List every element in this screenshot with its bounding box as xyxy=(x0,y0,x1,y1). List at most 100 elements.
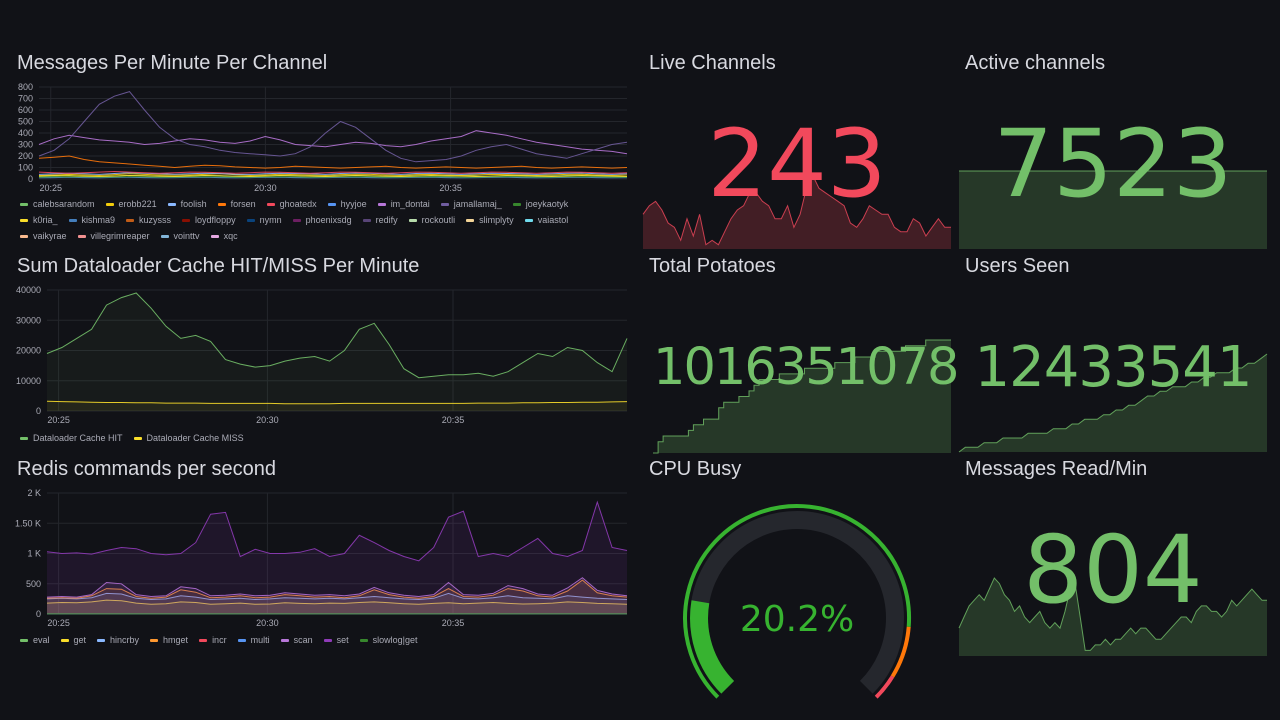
series-area-Dataloader Cache HIT xyxy=(47,293,627,411)
y-tick-label: 1 K xyxy=(27,549,41,559)
legend-item[interactable]: erobb221 xyxy=(105,196,157,212)
legend-label: xqc xyxy=(223,231,238,241)
series-line-scan[interactable] xyxy=(46,577,628,598)
series-line-hmget[interactable] xyxy=(46,579,628,599)
series-line-Dataloader Cache HIT[interactable] xyxy=(46,292,628,379)
redis-chart[interactable]: 2 K 1.50 K 1 K 500 0 20:25 20:30 20:35 xyxy=(15,488,629,630)
legend-swatch xyxy=(217,203,226,207)
series-line-get[interactable] xyxy=(46,599,628,605)
legend-item[interactable]: rockoutli xyxy=(408,212,455,228)
messages-read-value: 804 xyxy=(1023,516,1203,625)
legend-item[interactable]: nymn xyxy=(246,212,282,228)
legend-item[interactable]: scan xyxy=(280,632,313,648)
legend-item[interactable]: loydfloppy xyxy=(182,212,236,228)
series-line-Dataloader Cache MISS[interactable] xyxy=(46,400,628,405)
y-tick-label: 800 xyxy=(18,82,33,92)
panel-title[interactable]: CPU Busy xyxy=(649,458,742,480)
series-line-joeykaotyk[interactable] xyxy=(38,176,628,178)
legend-item[interactable]: get xyxy=(60,632,86,648)
legend-label: multi xyxy=(250,635,270,645)
panel-title[interactable]: Messages Per Minute Per Channel xyxy=(17,52,328,74)
legend-item[interactable]: slowlog|get xyxy=(359,632,418,648)
legend-swatch xyxy=(20,639,28,643)
legend-item[interactable]: kuzysss xyxy=(126,212,171,228)
sparkline-line xyxy=(958,353,1268,453)
cache-hit-miss-panel: Sum Dataloader Cache HIT/MISS Per Minute… xyxy=(16,255,629,446)
legend-item[interactable]: kishma9 xyxy=(68,212,115,228)
legend-swatch xyxy=(377,203,386,207)
legend-swatch xyxy=(199,639,208,643)
legend-item[interactable]: phoenixsdg xyxy=(292,212,352,228)
series-line-set[interactable] xyxy=(46,500,628,562)
legend-label: vaikyrae xyxy=(33,231,67,241)
legend-item[interactable]: xqc xyxy=(210,228,238,244)
live-channels-value: 243 xyxy=(707,110,887,219)
series-line-im_dontai[interactable] xyxy=(38,130,628,155)
gauge-value-arc xyxy=(690,600,735,694)
legend-item[interactable]: Dataloader Cache HIT xyxy=(20,430,123,446)
total-potatoes-value: 1016351078 xyxy=(653,338,959,397)
legend-item[interactable]: set xyxy=(323,632,349,648)
legend-item[interactable]: redify xyxy=(362,212,398,228)
series-line-forsen[interactable] xyxy=(38,155,628,169)
series-line-k0ria_[interactable] xyxy=(38,174,628,178)
legend-item[interactable]: k0ria_ xyxy=(20,212,58,228)
y-tick-label: 10000 xyxy=(16,376,41,386)
legend-label: joeykaotyk xyxy=(525,199,569,209)
legend-item[interactable]: multi xyxy=(237,632,270,648)
legend-item[interactable]: villegrimreaper xyxy=(77,228,150,244)
panel-title[interactable]: Active channels xyxy=(965,52,1106,74)
legend-label: incr xyxy=(212,635,227,645)
legend-item[interactable]: im_dontai xyxy=(377,196,430,212)
legend-swatch xyxy=(126,219,135,223)
series-line-ghoatedx[interactable] xyxy=(38,170,628,174)
legend-swatch xyxy=(237,639,246,643)
legend-swatch xyxy=(133,437,142,441)
legend-item[interactable]: hmget xyxy=(150,632,188,648)
panel-title[interactable]: Messages Read/Min xyxy=(965,458,1148,480)
legend-item[interactable]: vaiastol xyxy=(524,212,568,228)
legend-swatch xyxy=(182,219,191,223)
legend-swatch xyxy=(266,203,275,207)
legend-item[interactable]: forsen xyxy=(217,196,256,212)
legend-item[interactable]: slimplyty xyxy=(466,212,514,228)
series-line-hincrby[interactable] xyxy=(46,592,628,601)
legend-swatch xyxy=(20,219,28,223)
redis-legend: eval get hincrby hmget incr multi scan set slowl… xyxy=(20,632,610,648)
legend-item[interactable]: foolish xyxy=(167,196,207,212)
series-line-jamallamaj_[interactable] xyxy=(38,91,628,163)
panel-title[interactable]: Sum Dataloader Cache HIT/MISS Per Minute xyxy=(17,255,420,277)
legend-item[interactable]: incr xyxy=(199,632,227,648)
y-tick-label: 500 xyxy=(18,117,33,127)
users-seen-value: 12433541 xyxy=(974,335,1252,400)
legend-swatch xyxy=(440,203,449,207)
y-tick-label: 200 xyxy=(18,151,33,161)
legend-item[interactable]: ghoatedx xyxy=(266,196,317,212)
series-area-Dataloader Cache MISS xyxy=(47,401,627,411)
series-line-foolish[interactable] xyxy=(38,172,628,175)
panel-title[interactable]: Total Potatoes xyxy=(649,255,776,277)
legend-item[interactable]: jamallamaj_ xyxy=(440,196,502,212)
legend-item[interactable]: hincrby xyxy=(97,632,139,648)
messages-legend: calebsarandom erobb221 foolish forsen ghoate… xyxy=(20,196,610,244)
legend-swatch xyxy=(77,235,86,239)
legend-item[interactable]: hyyjoe xyxy=(327,196,367,212)
legend-item[interactable]: vaikyrae xyxy=(20,228,67,244)
legend-item[interactable]: vointtv xyxy=(160,228,200,244)
x-tick-label: 20:30 xyxy=(256,415,279,425)
legend-item[interactable]: Dataloader Cache MISS xyxy=(133,430,244,446)
panel-title[interactable]: Live Channels xyxy=(649,52,776,74)
legend-swatch xyxy=(97,639,106,643)
messages-per-minute-panel: Messages Per Minute Per Channel 800 700 60… xyxy=(17,52,629,242)
panel-title[interactable]: Users Seen xyxy=(965,255,1070,277)
legend-label: kuzysss xyxy=(139,215,172,225)
cache-chart[interactable]: 40000 30000 20000 10000 0 20:25 20:30 20:35 xyxy=(16,285,629,427)
legend-label: scan xyxy=(293,635,313,645)
panel-title[interactable]: Redis commands per second xyxy=(17,458,277,480)
series-line-erobb221[interactable] xyxy=(38,173,628,177)
legend-swatch xyxy=(246,219,255,223)
legend-item[interactable]: eval xyxy=(20,632,50,648)
legend-item[interactable]: joeykaotyk xyxy=(512,196,569,212)
legend-item[interactable]: calebsarandom xyxy=(20,196,95,212)
